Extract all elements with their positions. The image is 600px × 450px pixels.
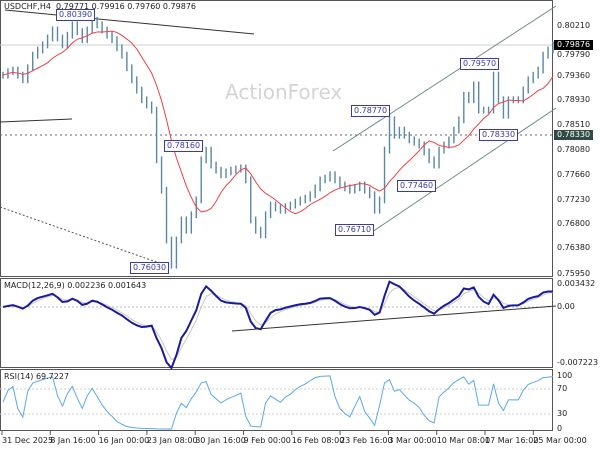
annotation-label: 0.76710 [335,224,375,236]
macd-y-tick: -0.007223 [557,358,599,367]
horizontal-trendline[interactable] [0,118,73,123]
support-price-box: 0.78330 [554,130,594,140]
y-tick: 0.76800 [557,219,591,228]
macd-panel-frame [0,278,553,368]
channel-upper-line[interactable] [332,5,557,152]
x-tick-label: 17 Mar 16:00 [485,436,539,445]
x-tick-label: 16 Feb 08:00 [291,436,345,445]
chart-title: USDCHF,H4 0.79771 0.79916 0.79760 0.7987… [4,2,196,11]
y-tick: 0.76380 [557,243,591,252]
x-tick-label: 3 Mar 00:00 [388,436,437,445]
macd-y-tick: 0.003432 [557,279,596,288]
macd-trendline[interactable] [231,305,557,332]
x-tick-label: 8 Jan 16:00 [50,436,96,445]
annotation-label: 0.78160 [164,140,204,152]
channel-lower-line[interactable] [371,107,557,233]
dotted-trendline[interactable] [0,206,166,266]
y-tick: 0.78080 [557,145,591,154]
resistance-trendline[interactable] [4,9,255,35]
current-price-box: 0.79876 [554,40,594,50]
x-tick-label: 25 Mar 00:00 [533,436,587,445]
rsi-y-tick: 70 [557,384,568,393]
y-tick: 0.79360 [557,71,591,80]
symbol-label: USDCHF,H4 [4,2,51,11]
macd-title: MACD(12,26,9) 0.002236 0.001643 [4,281,147,290]
annotation-label: 0.79570 [460,58,500,70]
rsi-line [2,375,554,430]
y-tick: 0.78510 [557,120,591,129]
macd-y-tick: 0.00 [557,302,575,311]
annotation-label: 0.78330 [479,129,519,141]
panel-frames [0,0,553,431]
x-tick-label: 10 Mar 08:00 [436,436,491,445]
annotation-label: 0.77460 [397,180,437,192]
price-bars [2,16,554,269]
x-tick-label: 31 Dec 2025 [2,436,54,445]
y-tick: 0.77660 [557,170,591,179]
y-tick: 0.75950 [557,269,591,278]
x-tick-label: 9 Feb 00:00 [243,436,291,445]
rsi-y-tick: 100 [557,371,573,380]
ohlc-values: 0.79771 0.79916 0.79760 0.79876 [56,2,197,11]
rsi-y-tick: 30 [557,409,568,418]
annotation-label: 0.80390 [56,9,96,21]
moving-average-line [2,30,554,215]
x-axis-ticks [1,431,534,435]
x-tick-label: 23 Feb 16:00 [340,436,393,445]
x-tick-label: 16 Jan 00:00 [98,436,150,445]
rsi-panel-frame [0,369,553,431]
annotation-label: 0.76030 [130,262,170,274]
rsi-title: RSI(14) 69.7227 [4,372,70,381]
y-tick: 0.79790 [557,50,591,59]
price-panel-frame [0,0,553,277]
macd-signal-line [2,286,554,361]
y-tick: 0.80210 [557,21,591,30]
y-tick: 0.78930 [557,95,591,104]
y-tick: 0.77230 [557,195,591,204]
watermark: ActionForex [225,80,343,104]
x-tick-label: 23 Jan 08:00 [146,436,198,445]
annotation-label: 0.78770 [351,105,391,117]
rsi-y-tick: 0 [557,424,563,433]
macd-line [2,280,554,371]
x-tick-label: 30 Jan 16:00 [195,436,246,445]
